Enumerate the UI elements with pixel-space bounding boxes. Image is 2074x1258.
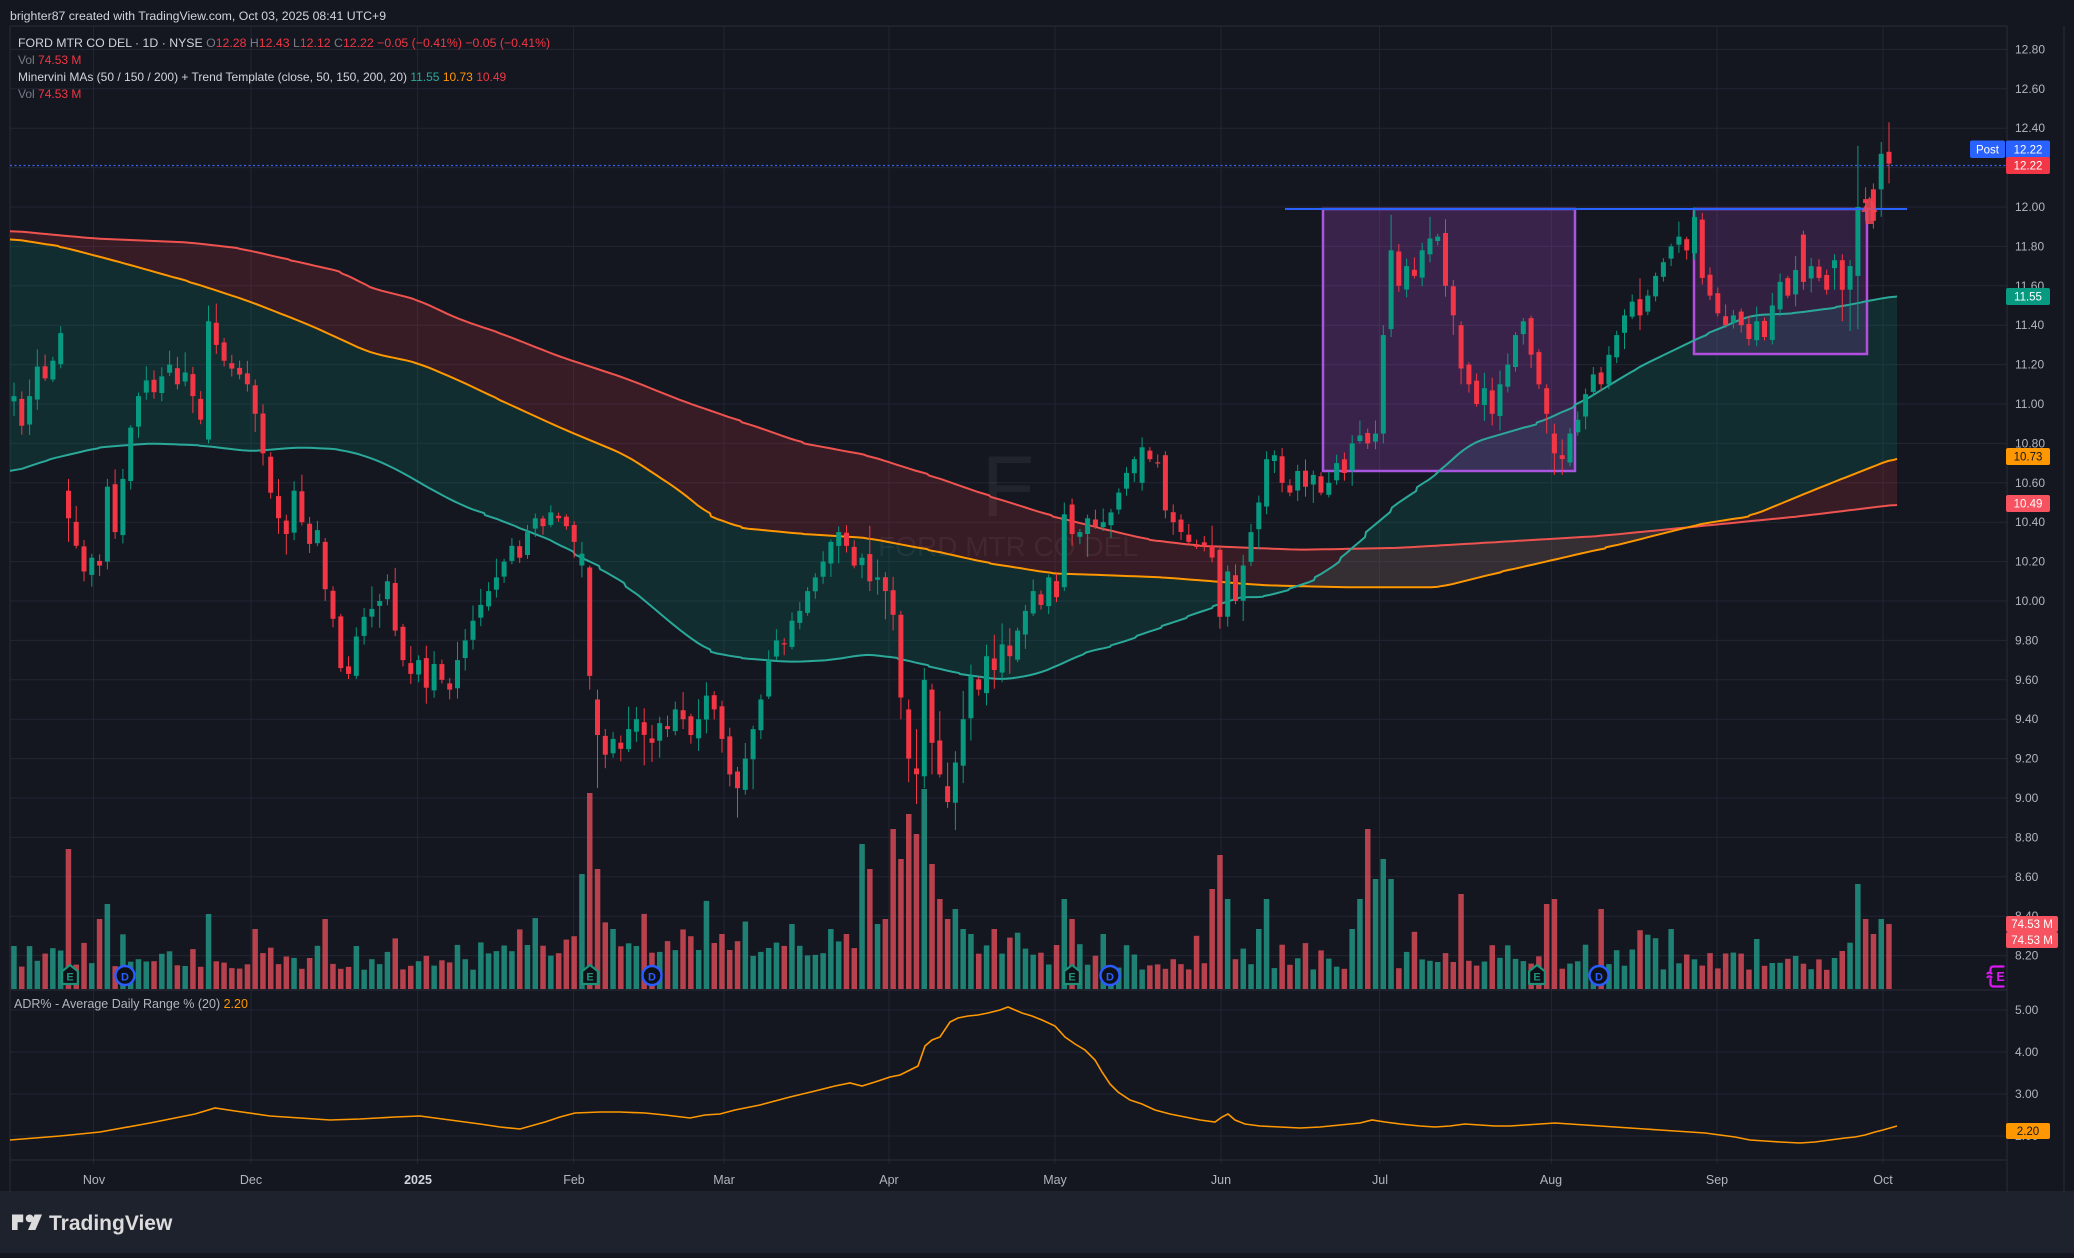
svg-text:ADR% - Average Daily Range % (: ADR% - Average Daily Range % (20) 2.20 (14, 997, 248, 1011)
svg-text:Nov: Nov (83, 1173, 106, 1187)
svg-text:10.20: 10.20 (2015, 555, 2045, 569)
svg-text:3.00: 3.00 (2015, 1087, 2039, 1101)
svg-text:E: E (1068, 971, 1075, 983)
svg-text:Vol 74.53 M: Vol 74.53 M (18, 87, 81, 101)
svg-text:74.53 M: 74.53 M (2011, 935, 2053, 947)
svg-text:D: D (121, 971, 129, 983)
svg-text:Post: Post (1976, 144, 2000, 156)
svg-text:TradingView: TradingView (49, 1212, 173, 1235)
svg-text:May: May (1043, 1173, 1067, 1187)
svg-text:D: D (1106, 971, 1114, 983)
svg-text:4.00: 4.00 (2015, 1045, 2039, 1059)
svg-text:Jun: Jun (1211, 1173, 1231, 1187)
svg-text:9.20: 9.20 (2015, 752, 2039, 766)
svg-text:10.49: 10.49 (2014, 499, 2043, 511)
svg-text:Sep: Sep (1706, 1173, 1728, 1187)
svg-text:Jul: Jul (1372, 1173, 1388, 1187)
svg-text:9.00: 9.00 (2015, 791, 2039, 805)
svg-text:5.00: 5.00 (2015, 1003, 2039, 1017)
svg-text:Oct: Oct (1873, 1173, 1893, 1187)
svg-text:Aug: Aug (1540, 1173, 1562, 1187)
svg-text:11.80: 11.80 (2015, 239, 2044, 253)
svg-text:FORD MTR CO DEL: FORD MTR CO DEL (878, 531, 1138, 562)
svg-text:12.60: 12.60 (2015, 82, 2045, 96)
svg-text:Feb: Feb (563, 1173, 585, 1187)
svg-text:Mar: Mar (713, 1173, 735, 1187)
svg-text:E: E (586, 971, 593, 983)
svg-text:Minervini MAs (50 / 150 / 200): Minervini MAs (50 / 150 / 200) + Trend T… (18, 70, 507, 84)
svg-text:D: D (648, 971, 656, 983)
svg-text:9.60: 9.60 (2015, 673, 2039, 687)
svg-text:FORD MTR CO DEL · 1D · NYSE O1: FORD MTR CO DEL · 1D · NYSE O12.28 H12.4… (18, 36, 550, 50)
svg-text:12.40: 12.40 (2015, 121, 2045, 135)
svg-text:brighter87 created with Tradin: brighter87 created with TradingView.com,… (10, 9, 386, 23)
svg-text:12.22: 12.22 (2014, 144, 2043, 156)
svg-text:10.73: 10.73 (2014, 452, 2043, 464)
svg-text:E: E (66, 971, 73, 983)
svg-text:8.20: 8.20 (2015, 949, 2039, 963)
svg-text:11.40: 11.40 (2015, 318, 2044, 332)
svg-text:D: D (1595, 971, 1603, 983)
svg-text:E: E (1533, 971, 1540, 983)
svg-text:8.80: 8.80 (2015, 830, 2039, 844)
svg-text:11.20: 11.20 (2015, 358, 2044, 372)
svg-text:9.80: 9.80 (2015, 633, 2039, 647)
svg-text:Dec: Dec (240, 1173, 262, 1187)
svg-text:10.00: 10.00 (2015, 594, 2045, 608)
svg-text:10.40: 10.40 (2015, 515, 2045, 529)
svg-text:2.20: 2.20 (2017, 1126, 2039, 1138)
svg-text:Apr: Apr (879, 1173, 898, 1187)
svg-text:11.00: 11.00 (2015, 397, 2044, 411)
svg-text:Vol 74.53 M: Vol 74.53 M (18, 53, 81, 67)
svg-text:12.80: 12.80 (2015, 42, 2045, 56)
svg-text:11.55: 11.55 (2014, 292, 2042, 304)
svg-text:12.22: 12.22 (2014, 161, 2043, 173)
svg-text:9.40: 9.40 (2015, 712, 2039, 726)
svg-text:8.60: 8.60 (2015, 870, 2039, 884)
svg-text:F: F (982, 439, 1035, 535)
svg-text:10.80: 10.80 (2015, 436, 2045, 450)
svg-text:74.53 M: 74.53 M (2011, 919, 2053, 931)
svg-text:12.00: 12.00 (2015, 200, 2045, 214)
svg-text:E: E (1996, 970, 2004, 984)
svg-text:10.60: 10.60 (2015, 476, 2045, 490)
svg-text:2025: 2025 (404, 1173, 432, 1187)
